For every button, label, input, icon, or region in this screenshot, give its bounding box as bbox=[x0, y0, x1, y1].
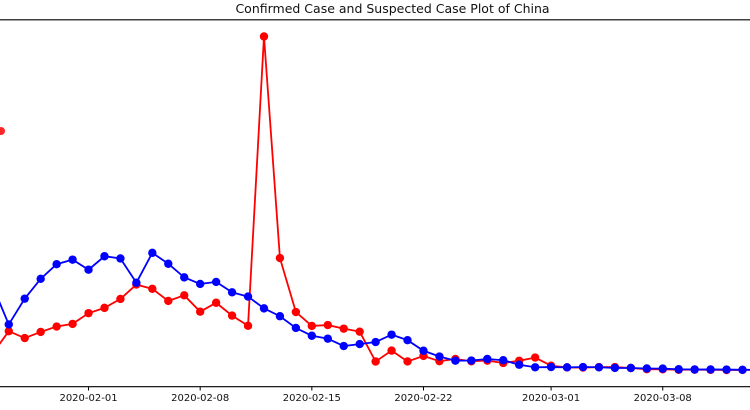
confirmed-case-marker bbox=[291, 307, 301, 317]
suspected-case-marker bbox=[499, 356, 508, 365]
suspected-case-marker bbox=[387, 330, 396, 339]
suspected-case-marker bbox=[722, 365, 731, 374]
suspected-case-marker bbox=[562, 363, 572, 372]
suspected-case-marker bbox=[339, 341, 348, 351]
suspected-case-marker bbox=[435, 352, 444, 361]
x-tick-label: 2020-02-01 bbox=[59, 393, 117, 404]
confirmed-case-marker bbox=[195, 307, 205, 316]
suspected-case-marker bbox=[20, 294, 29, 303]
suspected-case-marker bbox=[84, 265, 93, 274]
suspected-case-marker bbox=[530, 363, 540, 372]
suspected-case-marker bbox=[291, 323, 301, 333]
clipped-marker-artifact bbox=[0, 127, 5, 135]
confirmed-case-marker bbox=[180, 291, 189, 300]
suspected-case-marker bbox=[68, 255, 77, 264]
suspected-case-marker bbox=[690, 365, 699, 374]
suspected-case-marker bbox=[180, 273, 189, 282]
x-tick-label: 2020-02-15 bbox=[283, 393, 341, 404]
confirmed-case-marker bbox=[68, 319, 77, 329]
confirmed-case-marker bbox=[148, 284, 157, 294]
suspected-case-marker bbox=[483, 354, 492, 364]
confirmed-case-marker bbox=[275, 253, 285, 263]
suspected-case-line bbox=[0, 251, 750, 371]
suspected-case-marker bbox=[451, 356, 460, 365]
confirmed-case-marker bbox=[259, 32, 269, 41]
suspected-case-marker bbox=[164, 259, 173, 268]
confirmed-case-marker bbox=[323, 320, 332, 330]
suspected-case-marker bbox=[323, 334, 332, 343]
confirmed-case-marker bbox=[355, 327, 364, 336]
suspected-case-marker bbox=[546, 362, 556, 372]
suspected-case-marker bbox=[658, 364, 667, 373]
confirmed-case-marker bbox=[211, 298, 221, 307]
confirmed-case-marker bbox=[36, 327, 45, 337]
suspected-case-marker bbox=[674, 365, 683, 374]
suspected-case-marker bbox=[36, 274, 45, 284]
suspected-case-marker bbox=[738, 365, 747, 375]
suspected-case-marker bbox=[626, 363, 636, 373]
confirmed-case-marker bbox=[164, 296, 173, 306]
suspected-case-marker bbox=[706, 365, 715, 374]
data-series bbox=[0, 32, 750, 375]
suspected-case-marker bbox=[52, 260, 61, 269]
edge-artifacts bbox=[0, 127, 5, 135]
confirmed-case-line bbox=[0, 36, 750, 371]
confirmed-case-marker bbox=[371, 357, 380, 366]
suspected-case-marker bbox=[259, 304, 269, 313]
x-axis-ticks: 2020-02-01 2020-02-08 2020-02-15 2020-02-22… bbox=[59, 386, 692, 404]
suspected-case-marker bbox=[195, 279, 205, 289]
confirmed-case-marker bbox=[530, 353, 540, 362]
suspected-case-marker bbox=[307, 331, 317, 340]
x-tick-label: 2020-02-08 bbox=[171, 393, 229, 404]
confirmed-case-marker bbox=[100, 303, 109, 313]
suspected-case-marker bbox=[132, 278, 141, 287]
suspected-case-marker bbox=[211, 277, 221, 287]
suspected-case-marker bbox=[371, 337, 380, 347]
suspected-case-marker bbox=[610, 363, 620, 373]
confirmed-case-marker bbox=[227, 311, 237, 320]
suspected-case-marker bbox=[594, 363, 604, 372]
suspected-case-marker bbox=[642, 364, 651, 373]
confirmed-case-marker bbox=[20, 333, 29, 343]
suspected-case-marker bbox=[467, 356, 476, 365]
x-tick-label: 2020-02-22 bbox=[394, 393, 452, 404]
suspected-case-marker bbox=[419, 346, 428, 355]
confirmed-case-marker bbox=[387, 346, 396, 355]
confirmed-case-marker bbox=[4, 326, 13, 336]
confirmed-case-marker bbox=[307, 321, 317, 331]
suspected-case-marker bbox=[227, 288, 237, 297]
suspected-case-marker bbox=[148, 248, 157, 258]
confirmed-case-marker bbox=[116, 294, 125, 304]
suspected-case-marker bbox=[100, 252, 109, 261]
chart-title: Confirmed Case and Suspected Case Plot o… bbox=[235, 1, 550, 16]
suspected-case-marker bbox=[403, 336, 412, 345]
confirmed-case-marker bbox=[52, 322, 61, 331]
suspected-case-marker bbox=[275, 312, 285, 321]
suspected-case-marker bbox=[4, 320, 13, 329]
confirmed-case-marker bbox=[243, 321, 253, 331]
suspected-case-marker bbox=[578, 362, 588, 372]
x-tick-label: 2020-03-08 bbox=[634, 393, 692, 404]
confirmed-case-marker bbox=[84, 308, 93, 318]
suspected-case-marker bbox=[355, 339, 364, 349]
confirmed-case-marker bbox=[403, 357, 412, 366]
x-tick-label: 2020-03-01 bbox=[522, 393, 580, 404]
suspected-case-marker bbox=[514, 360, 524, 369]
suspected-case-marker bbox=[243, 292, 253, 301]
suspected-case-marker bbox=[116, 254, 125, 263]
confirmed-case-marker bbox=[339, 324, 348, 333]
